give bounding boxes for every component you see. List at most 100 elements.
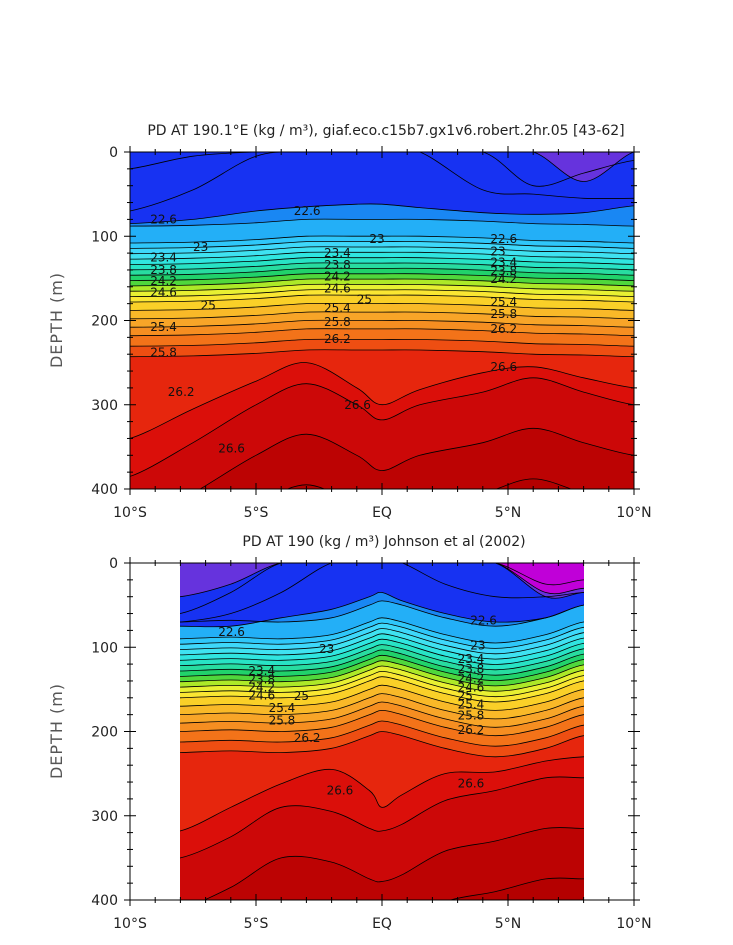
contour-label: 25.4 <box>490 295 517 309</box>
isopycnal-line <box>130 302 634 311</box>
isopycnal-line <box>130 152 634 212</box>
contour-label: 26.2 <box>324 332 351 346</box>
contour-label: 26.6 <box>218 442 245 456</box>
isopycnal-line <box>130 283 634 292</box>
isopycnal-line <box>180 756 584 832</box>
y-tick-label: 100 <box>91 640 118 656</box>
contour-label: 24.6 <box>324 282 351 296</box>
contour-label: 23.8 <box>150 263 177 277</box>
contour-label: 26.2 <box>168 385 195 399</box>
x-tick-label: EQ <box>372 916 392 932</box>
isopycnal-line <box>180 649 584 676</box>
contour-label-layer: 22.622.623 2323.423.423.823.824.224.224.6… <box>218 613 497 797</box>
isopycnal-contour-layer <box>130 152 634 489</box>
panel-model: PD AT 190.1°E (kg / m³), giaf.eco.c15b7.… <box>47 123 652 521</box>
contour-label: 23.4 <box>458 652 485 666</box>
isopycnal-line <box>130 349 634 358</box>
isopycnal-line <box>130 273 634 281</box>
density-fill-layer <box>180 563 584 900</box>
contour-label: 24.2 <box>324 270 351 284</box>
isopycnal-line <box>180 633 584 660</box>
x-tick-label: 10°N <box>616 916 651 932</box>
contour-label: 22.6 <box>218 625 245 639</box>
isopycnal-line <box>130 278 634 287</box>
x-tick-label: 10°S <box>113 916 147 932</box>
contour-label: 25.8 <box>458 709 485 723</box>
isopycnal-line <box>130 218 634 227</box>
isopycnal-line <box>130 328 634 337</box>
isopycnal-line <box>180 654 584 682</box>
isopycnal-line <box>130 338 634 347</box>
contour-label: 24.2 <box>150 274 177 288</box>
contour-label: 24.6 <box>458 681 485 695</box>
contour-label: 25.8 <box>490 307 517 321</box>
isopycnal-line <box>130 246 634 255</box>
x-tick-label: EQ <box>372 505 392 521</box>
contour-label: 23.4 <box>490 255 517 269</box>
x-tick-label: 10°S <box>113 505 147 521</box>
contour-label: 25.8 <box>269 714 296 728</box>
contour-label: 26.6 <box>327 784 354 798</box>
isopycnal-line <box>130 377 634 477</box>
contour-label: 23.8 <box>458 662 485 676</box>
panel-title: PD AT 190 (kg / m³) Johnson et al (2002) <box>242 534 525 550</box>
contour-label: 25 <box>294 689 309 703</box>
contour-label: 25.4 <box>458 698 485 712</box>
y-axis-label: DEPTH (m) <box>47 683 66 779</box>
contour-label: 24.2 <box>490 272 517 286</box>
isopycnal-line <box>130 235 634 244</box>
isopycnal-line <box>180 776 584 859</box>
x-tick-label: 5°S <box>244 916 269 932</box>
isopycnal-line <box>180 622 584 649</box>
contour-label: 26.2 <box>294 731 321 745</box>
axis-ticks: 0 100 200 300 400 10°S 5°S EQ 5°N 10°N <box>91 556 651 932</box>
isopycnal-line <box>180 720 584 747</box>
contour-label: 25 <box>201 298 216 312</box>
isopycnal-line <box>180 701 584 728</box>
y-tick-label: 400 <box>91 482 118 498</box>
contour-label: 26.2 <box>490 322 517 336</box>
contour-label: 26.2 <box>458 723 485 737</box>
isopycnal-line <box>180 563 584 595</box>
fill-surface-patch <box>180 563 584 627</box>
contour-label: 23.8 <box>490 264 517 278</box>
isopycnal-line <box>203 827 584 900</box>
y-tick-label: 200 <box>91 314 118 330</box>
isopycnal-line <box>180 563 584 599</box>
contour-label: 22.6 <box>150 212 177 226</box>
isopycnal-line <box>130 294 634 303</box>
isopycnal-line <box>130 240 634 249</box>
x-tick-label: 5°N <box>495 916 521 932</box>
contour-label: 23 <box>490 244 505 258</box>
contour-label: 25 <box>458 689 473 703</box>
isopycnal-line <box>130 267 634 276</box>
contour-label: 23.4 <box>150 250 177 264</box>
isopycnal-line <box>180 670 584 698</box>
contour-label: 23 <box>470 639 485 653</box>
isopycnal-line <box>180 665 584 692</box>
isopycnal-line <box>180 731 584 758</box>
contour-label: 23.4 <box>248 664 275 678</box>
contour-label: 25.8 <box>324 315 351 329</box>
x-tick-label: 5°S <box>244 505 269 521</box>
isopycnal-line <box>180 617 584 644</box>
isopycnal-contour-layer <box>180 563 584 900</box>
y-axis-label: DEPTH (m) <box>47 272 66 368</box>
contour-label: 23.4 <box>324 246 351 260</box>
contour-label: 22.6 <box>294 204 321 218</box>
panel-observations: PD AT 190 (kg / m³) Johnson et al (2002)… <box>47 534 652 932</box>
contour-label: 23.8 <box>324 258 351 272</box>
contour-label: 25.8 <box>150 346 177 360</box>
y-tick-label: 300 <box>91 809 118 825</box>
y-tick-label: 300 <box>91 398 118 414</box>
isopycnal-line <box>130 319 634 328</box>
isopycnal-line <box>180 644 584 671</box>
isopycnal-line <box>130 257 634 265</box>
axis-ticks: 0 100 200 300 400 10°S 5°S EQ 5°N 10°N <box>91 145 651 521</box>
density-fill-layer <box>130 152 634 489</box>
x-tick-label: 10°N <box>616 505 651 521</box>
contour-label: 23 <box>369 232 384 246</box>
isopycnal-line <box>180 693 584 720</box>
